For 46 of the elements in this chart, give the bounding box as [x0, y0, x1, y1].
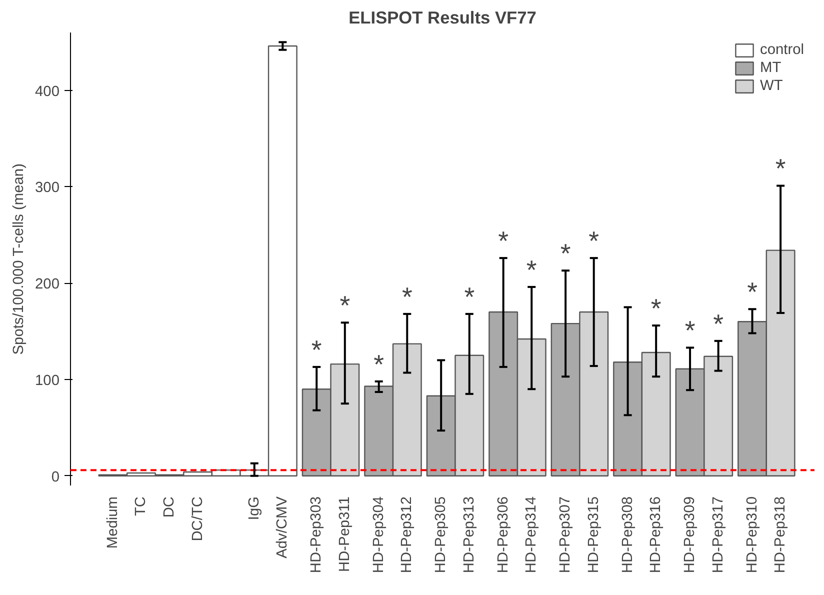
x-tick-label: HD-Pep314 — [524, 496, 540, 574]
y-tick-label: 400 — [35, 84, 60, 100]
legend-label: MT — [760, 60, 782, 76]
x-tick-label: HD-Pep307 — [558, 496, 574, 574]
x-tick-label: HD-Pep318 — [772, 496, 789, 574]
annotation: * — [650, 294, 662, 324]
x-tick-label: IgG — [246, 496, 262, 520]
x-tick-label: HD-Pep316 — [648, 496, 664, 574]
annotation: * — [498, 226, 509, 256]
x-tick-label: HD-Pep317 — [710, 496, 726, 574]
y-tick-label: 300 — [35, 180, 60, 196]
x-tick-label: DC/TC — [190, 496, 206, 542]
legend-label: WT — [760, 78, 783, 94]
y-tick-label: 100 — [35, 372, 60, 389]
x-tick-label: HD-Pep313 — [461, 496, 478, 574]
annotation: * — [374, 349, 384, 380]
annotation: * — [402, 282, 412, 312]
x-tick-label: HD-Pep311 — [336, 496, 353, 572]
annotation: * — [560, 238, 571, 269]
x-tick-label: HD-Pep310 — [744, 496, 760, 574]
annotation: * — [311, 334, 322, 365]
y-tick-label: 200 — [35, 276, 60, 293]
x-tick-label: DC — [162, 496, 178, 518]
legend-label: control — [760, 42, 804, 58]
chart-title: ELISPOT Results VF77 — [348, 8, 536, 28]
annotation: * — [340, 290, 350, 321]
x-tick-label: HD-Pep304 — [370, 496, 387, 574]
annotation: * — [464, 282, 475, 312]
y-axis-title: Spots/100.000 T-cells (mean) — [11, 164, 28, 355]
x-tick-label: HD-Pep308 — [620, 496, 636, 574]
annotation: * — [588, 226, 600, 256]
x-tick-label: HD-Pep309 — [682, 496, 698, 574]
x-tick-label: Medium — [104, 496, 121, 549]
annotation: * — [747, 277, 758, 308]
x-tick-label: Adv/CMV — [274, 496, 291, 558]
x-tick-label: HD-Pep305 — [433, 496, 450, 574]
y-tick-label: 0 — [51, 469, 60, 486]
annotation: * — [684, 316, 696, 346]
x-tick-label: HD-Pep306 — [495, 496, 512, 574]
x-tick-label: HD-Pep312 — [399, 496, 416, 574]
annotation: * — [775, 154, 786, 184]
x-tick-label: HD-Pep315 — [586, 496, 602, 574]
x-tick-label: HD-Pep303 — [308, 496, 325, 574]
annotation: * — [526, 254, 537, 285]
x-tick-label: TC — [133, 496, 150, 516]
annotation: * — [713, 308, 724, 339]
